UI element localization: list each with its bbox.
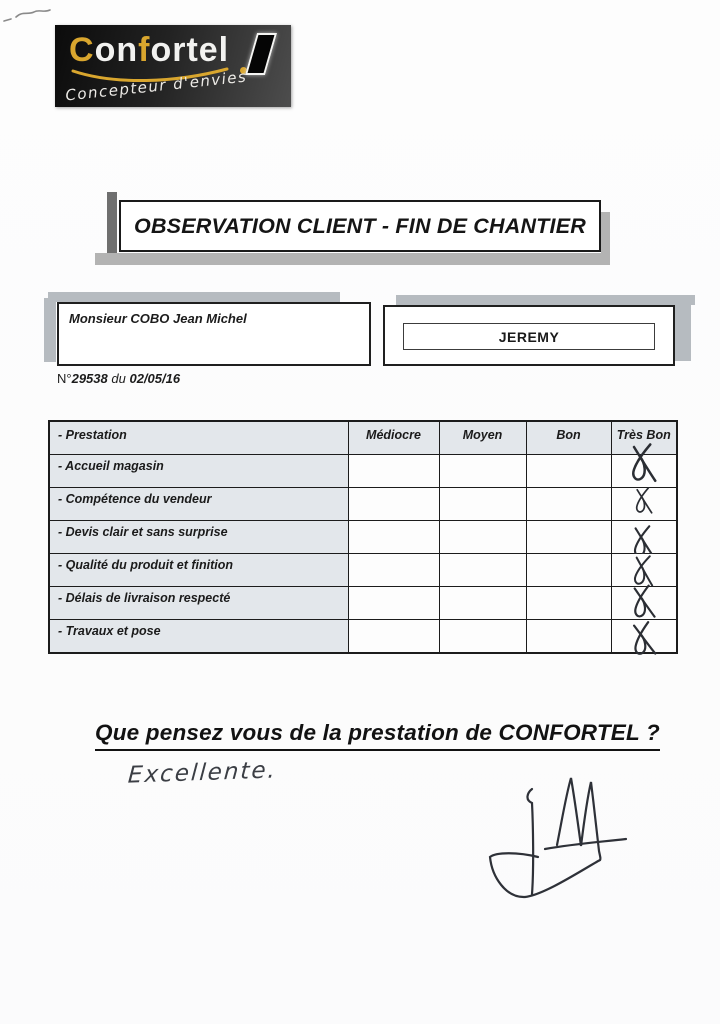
logo-gold-dot-icon [240, 67, 247, 74]
handwritten-answer: Excellente. [127, 757, 278, 789]
table-header-row: - Prestation Médiocre Moyen Bon Très Bon [48, 420, 678, 455]
document-title-box: OBSERVATION CLIENT - FIN DE CHANTIER [119, 200, 601, 252]
table-row: - Accueil magasin [48, 442, 678, 488]
table-row: - Qualité du produit et finition [48, 552, 678, 587]
title-shadow [107, 192, 117, 254]
handwritten-x-mark [632, 620, 657, 655]
header-tres-bon: Très Bon [610, 420, 678, 455]
reference-number: 29538 [71, 371, 108, 386]
handwritten-x-mark [635, 486, 653, 514]
logo-letter-f: f [138, 31, 151, 69]
client-name: Monsieur COBO Jean Michel [69, 311, 247, 326]
header-bon: Bon [525, 420, 612, 455]
row-label: - Qualité du produit et finition [48, 552, 349, 587]
rating-table: - Prestation Médiocre Moyen Bon Très Bon… [48, 420, 678, 655]
tres-bon-cell [610, 584, 678, 620]
tres-bon-cell [610, 618, 678, 655]
client-box-shadow [44, 298, 56, 362]
table-row: - Compétence du vendeur [48, 486, 678, 521]
advisor-name-box: JEREMY [383, 305, 675, 366]
reference-date: 02/05/16 [129, 371, 181, 386]
tres-bon-cell [610, 552, 678, 587]
client-box-shadow [48, 292, 340, 302]
handwritten-x-mark [633, 554, 653, 586]
header-prestation: - Prestation [48, 420, 349, 455]
tres-bon-cell [610, 442, 678, 488]
tres-bon-cell [610, 519, 678, 558]
row-label: - Devis clair et sans surprise [48, 519, 349, 554]
title-shadow [95, 253, 608, 265]
row-label: - Accueil magasin [48, 453, 349, 488]
header-moyen: Moyen [438, 420, 527, 455]
tres-bon-cell [610, 486, 678, 521]
client-name-box: Monsieur COBO Jean Michel [57, 302, 371, 366]
handwritten-signature [488, 777, 628, 899]
row-label: - Délais de livraison respecté [48, 585, 349, 620]
pen-scribble-mark [3, 9, 51, 22]
document-title: OBSERVATION CLIENT - FIN DE CHANTIER [134, 213, 586, 238]
table-row: - Devis clair et sans surprise [48, 519, 678, 558]
advisor-box-shadow [396, 295, 695, 305]
handwritten-x-mark [633, 584, 656, 618]
advisor-name-inner-box: JEREMY [403, 323, 655, 350]
reference-line: N°29538 du 02/05/16 [57, 371, 181, 386]
advisor-box-shadow [674, 299, 691, 361]
feedback-question: Que pensez vous de la prestation de CONF… [95, 720, 660, 751]
logo-gold-swoosh [71, 67, 229, 83]
table-row: - Délais de livraison respecté [48, 584, 678, 620]
logo-letter-c: C [69, 31, 95, 69]
table-row: - Travaux et pose [48, 618, 678, 655]
logo-wordmark: Confortel [69, 31, 230, 69]
header-mediocre: Médiocre [347, 420, 440, 455]
reference-prefix: N° [57, 371, 72, 386]
confortel-logo: Confortel Concepteur d'envies [55, 25, 291, 107]
advisor-name: JEREMY [498, 328, 560, 345]
row-label: - Compétence du vendeur [48, 486, 349, 521]
handwritten-x-mark [631, 442, 657, 482]
title-shadow [601, 212, 610, 265]
row-label: - Travaux et pose [48, 618, 349, 653]
